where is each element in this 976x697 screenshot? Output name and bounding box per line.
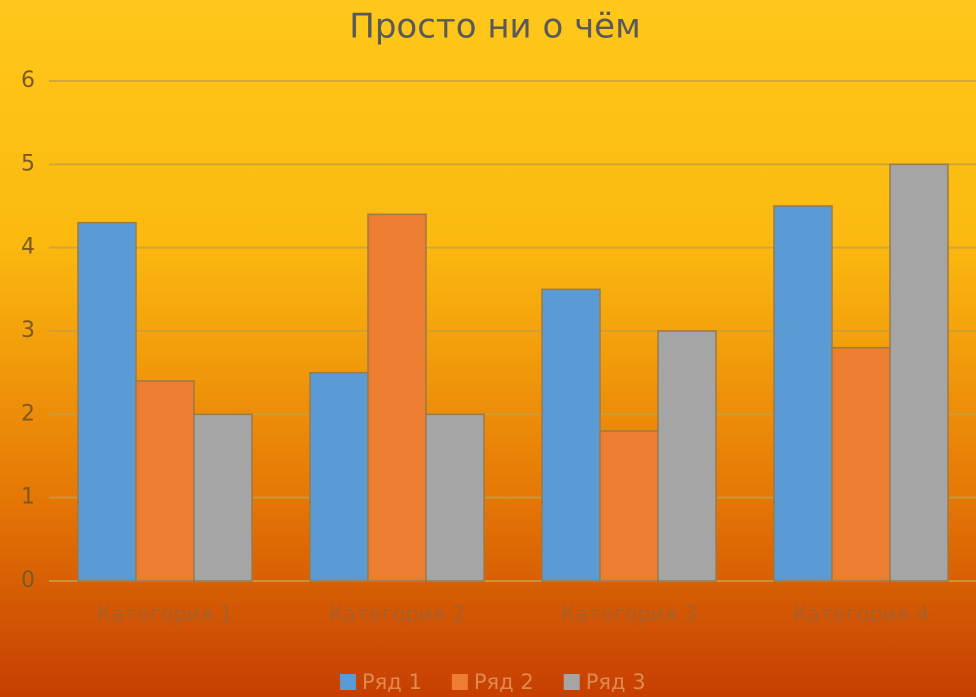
legend-label: Ряд 3 (586, 670, 646, 694)
y-tick-label: 3 (21, 318, 35, 343)
legend-swatch (563, 674, 580, 690)
chart-title: Просто ни о чём (349, 7, 640, 47)
y-tick-label: 1 (21, 485, 35, 510)
bar (831, 346, 891, 582)
bar (773, 205, 833, 582)
legend-label: Ряд 1 (362, 670, 422, 694)
x-tick-label: Категория 3 (561, 602, 697, 626)
bar (425, 413, 485, 582)
y-tick-label: 5 (21, 151, 35, 176)
bar (541, 288, 601, 582)
y-tick-label: 0 (21, 568, 35, 593)
bar (889, 163, 949, 582)
x-tick-label: Категория 2 (329, 602, 465, 626)
bar (135, 380, 195, 582)
bar (77, 221, 137, 582)
bar (599, 430, 659, 582)
legend-swatch (340, 674, 356, 690)
y-tick-label: 2 (21, 401, 35, 426)
x-tick-label: Категория 4 (793, 602, 929, 626)
y-tick-label: 4 (21, 235, 35, 260)
bar (309, 371, 369, 582)
legend-label: Ряд 2 (474, 670, 534, 694)
y-tick-label: 6 (21, 68, 35, 93)
legend-swatch (451, 674, 468, 690)
bar (657, 330, 717, 582)
x-tick-label: Категория 1 (97, 602, 233, 626)
bar (193, 413, 253, 582)
bar (367, 213, 427, 582)
